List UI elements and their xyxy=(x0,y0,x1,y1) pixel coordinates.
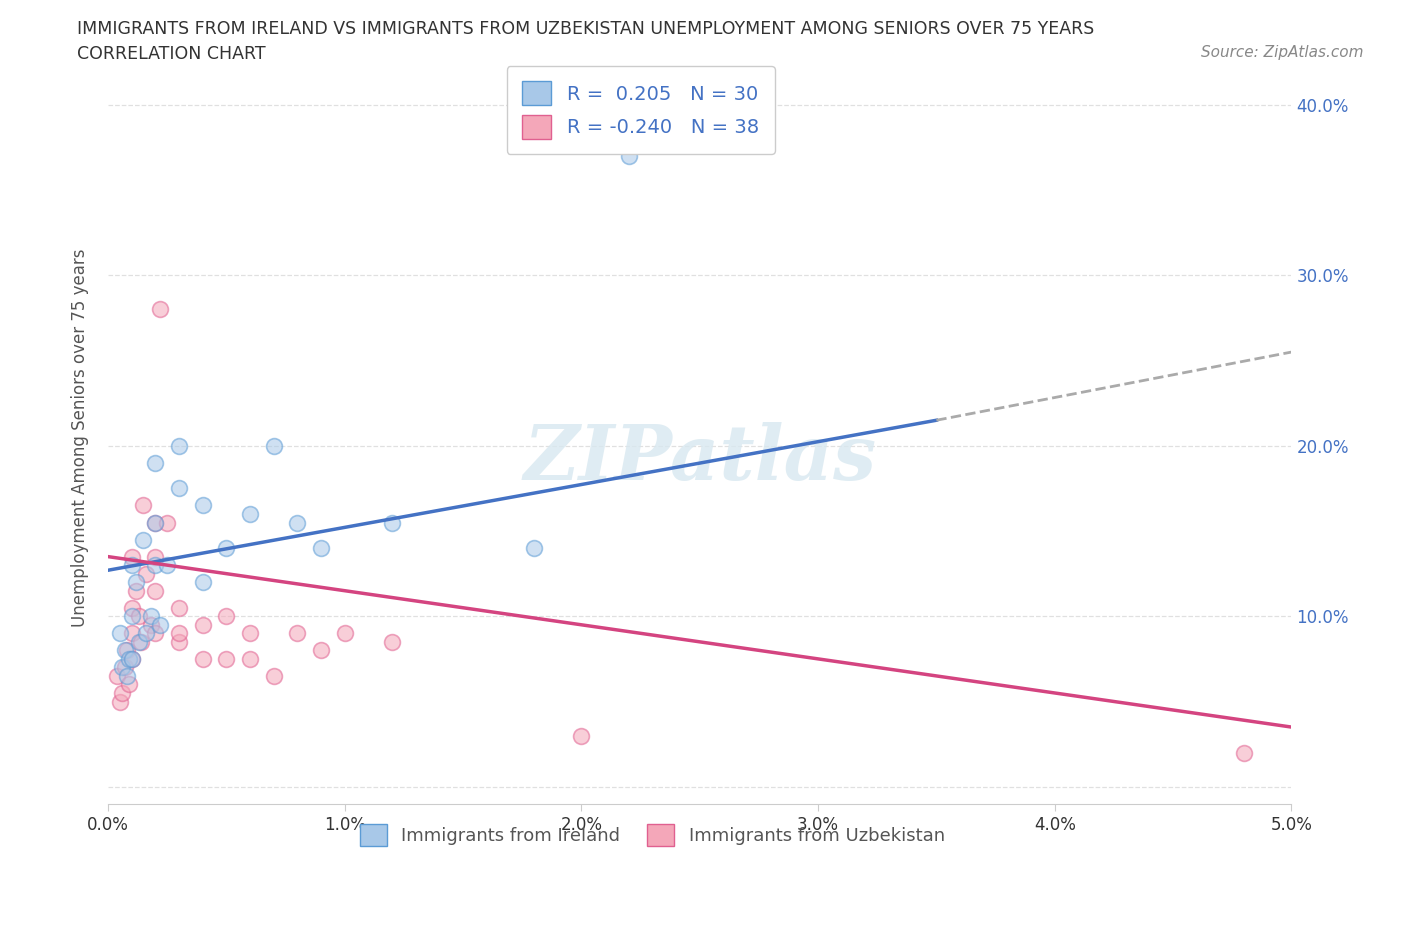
Point xyxy=(121,609,143,624)
Point xyxy=(191,575,214,590)
Point xyxy=(125,583,148,598)
Point xyxy=(143,515,166,530)
Point xyxy=(309,540,332,555)
Point xyxy=(129,634,152,649)
Text: Source: ZipAtlas.com: Source: ZipAtlas.com xyxy=(1201,45,1364,60)
Point xyxy=(121,626,143,641)
Point xyxy=(215,609,238,624)
Point xyxy=(1233,745,1256,760)
Point xyxy=(215,651,238,666)
Point xyxy=(569,728,592,743)
Point xyxy=(285,515,308,530)
Point xyxy=(107,669,129,684)
Point xyxy=(523,540,546,555)
Point xyxy=(128,634,150,649)
Point xyxy=(111,685,134,700)
Point xyxy=(333,626,356,641)
Point xyxy=(118,677,141,692)
Point xyxy=(108,626,131,641)
Point xyxy=(191,651,214,666)
Point xyxy=(149,302,172,317)
Point xyxy=(239,626,262,641)
Point xyxy=(108,694,131,709)
Point xyxy=(121,651,143,666)
Point xyxy=(143,583,166,598)
Text: IMMIGRANTS FROM IRELAND VS IMMIGRANTS FROM UZBEKISTAN UNEMPLOYMENT AMONG SENIORS: IMMIGRANTS FROM IRELAND VS IMMIGRANTS FR… xyxy=(77,20,1095,38)
Point xyxy=(121,600,143,615)
Y-axis label: Unemployment Among Seniors over 75 years: Unemployment Among Seniors over 75 years xyxy=(72,248,89,627)
Text: CORRELATION CHART: CORRELATION CHART xyxy=(77,45,266,62)
Point xyxy=(239,651,262,666)
Point xyxy=(125,575,148,590)
Point xyxy=(121,550,143,565)
Point xyxy=(191,498,214,513)
Point xyxy=(128,609,150,624)
Point xyxy=(143,550,166,565)
Point xyxy=(167,481,190,496)
Point xyxy=(115,669,138,684)
Text: ZIPatlas: ZIPatlas xyxy=(523,422,876,497)
Point xyxy=(115,643,138,658)
Point xyxy=(167,626,190,641)
Point xyxy=(111,660,134,675)
Point xyxy=(309,643,332,658)
Point xyxy=(135,626,157,641)
Point xyxy=(239,507,262,522)
Point xyxy=(143,515,166,530)
Legend: Immigrants from Ireland, Immigrants from Uzbekistan: Immigrants from Ireland, Immigrants from… xyxy=(346,810,959,861)
Point xyxy=(191,618,214,632)
Point xyxy=(143,626,166,641)
Point xyxy=(381,634,404,649)
Point xyxy=(121,558,143,573)
Point xyxy=(167,438,190,453)
Point xyxy=(263,669,285,684)
Point xyxy=(114,660,136,675)
Point xyxy=(121,651,143,666)
Point xyxy=(114,643,136,658)
Point xyxy=(139,618,162,632)
Point xyxy=(156,515,179,530)
Point xyxy=(118,651,141,666)
Point xyxy=(167,600,190,615)
Point xyxy=(132,498,155,513)
Point xyxy=(139,609,162,624)
Point xyxy=(156,558,179,573)
Point xyxy=(215,540,238,555)
Point xyxy=(617,149,640,164)
Point xyxy=(263,438,285,453)
Point xyxy=(143,456,166,471)
Point xyxy=(381,515,404,530)
Point xyxy=(167,634,190,649)
Point xyxy=(149,618,172,632)
Point xyxy=(132,532,155,547)
Point xyxy=(143,558,166,573)
Point xyxy=(135,566,157,581)
Point xyxy=(285,626,308,641)
